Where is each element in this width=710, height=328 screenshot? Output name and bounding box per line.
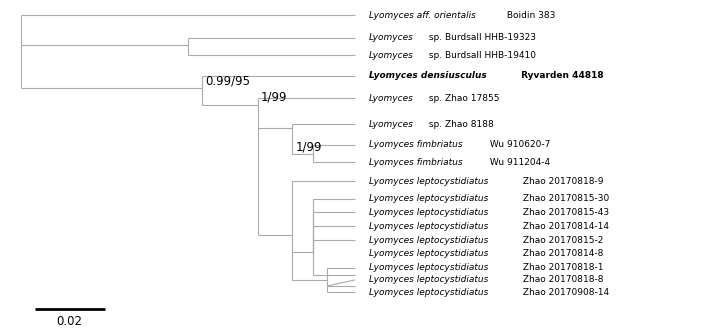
Text: Lyomyces densiusculus: Lyomyces densiusculus [369, 71, 486, 80]
Text: Lyomyces leptocystidiatus: Lyomyces leptocystidiatus [369, 222, 488, 231]
Text: Zhao 20170818-1: Zhao 20170818-1 [520, 263, 604, 272]
Text: Zhao 20170815-30: Zhao 20170815-30 [520, 194, 609, 203]
Text: sp. Burdsall HHB-19410: sp. Burdsall HHB-19410 [426, 51, 535, 59]
Text: sp. Zhao 17855: sp. Zhao 17855 [426, 94, 499, 103]
Text: Lyomyces leptocystidiatus: Lyomyces leptocystidiatus [369, 263, 488, 272]
Text: Zhao 20170818-8: Zhao 20170818-8 [520, 276, 604, 284]
Text: Lyomyces fimbriatus: Lyomyces fimbriatus [369, 158, 462, 167]
Text: Zhao 20170815-43: Zhao 20170815-43 [520, 208, 609, 217]
Text: Lyomyces leptocystidiatus: Lyomyces leptocystidiatus [369, 177, 488, 186]
Text: Lyomyces leptocystidiatus: Lyomyces leptocystidiatus [369, 208, 488, 217]
Text: sp. Burdsall HHB-19323: sp. Burdsall HHB-19323 [426, 33, 535, 42]
Text: Zhao 20170815-2: Zhao 20170815-2 [520, 236, 604, 245]
Text: sp. Zhao 8188: sp. Zhao 8188 [426, 120, 493, 129]
Text: Lyomyces aff. orientalis: Lyomyces aff. orientalis [369, 11, 476, 20]
Text: Lyomyces fimbriatus: Lyomyces fimbriatus [369, 140, 462, 150]
Text: 0.02: 0.02 [57, 315, 83, 328]
Text: Lyomyces: Lyomyces [369, 33, 414, 42]
Text: Wu 910620-7: Wu 910620-7 [487, 140, 551, 150]
Text: Zhao 20170908-14: Zhao 20170908-14 [520, 288, 609, 297]
Text: 1/99: 1/99 [261, 91, 288, 103]
Text: 1/99: 1/99 [296, 141, 322, 154]
Text: Lyomyces: Lyomyces [369, 120, 414, 129]
Text: Lyomyces leptocystidiatus: Lyomyces leptocystidiatus [369, 236, 488, 245]
Text: Lyomyces: Lyomyces [369, 51, 414, 59]
Text: Lyomyces leptocystidiatus: Lyomyces leptocystidiatus [369, 194, 488, 203]
Text: 0.99/95: 0.99/95 [205, 75, 251, 88]
Text: Wu 911204-4: Wu 911204-4 [487, 158, 550, 167]
Text: Lyomyces leptocystidiatus: Lyomyces leptocystidiatus [369, 288, 488, 297]
Text: Zhao 20170814-14: Zhao 20170814-14 [520, 222, 609, 231]
Text: Lyomyces leptocystidiatus: Lyomyces leptocystidiatus [369, 276, 488, 284]
Text: Ryvarden 44818: Ryvarden 44818 [518, 71, 604, 80]
Text: Zhao 20170818-9: Zhao 20170818-9 [520, 177, 604, 186]
Text: Lyomyces: Lyomyces [369, 94, 414, 103]
Text: Boidin 383: Boidin 383 [504, 11, 555, 20]
Text: Zhao 20170814-8: Zhao 20170814-8 [520, 249, 604, 257]
Text: Lyomyces leptocystidiatus: Lyomyces leptocystidiatus [369, 249, 488, 257]
